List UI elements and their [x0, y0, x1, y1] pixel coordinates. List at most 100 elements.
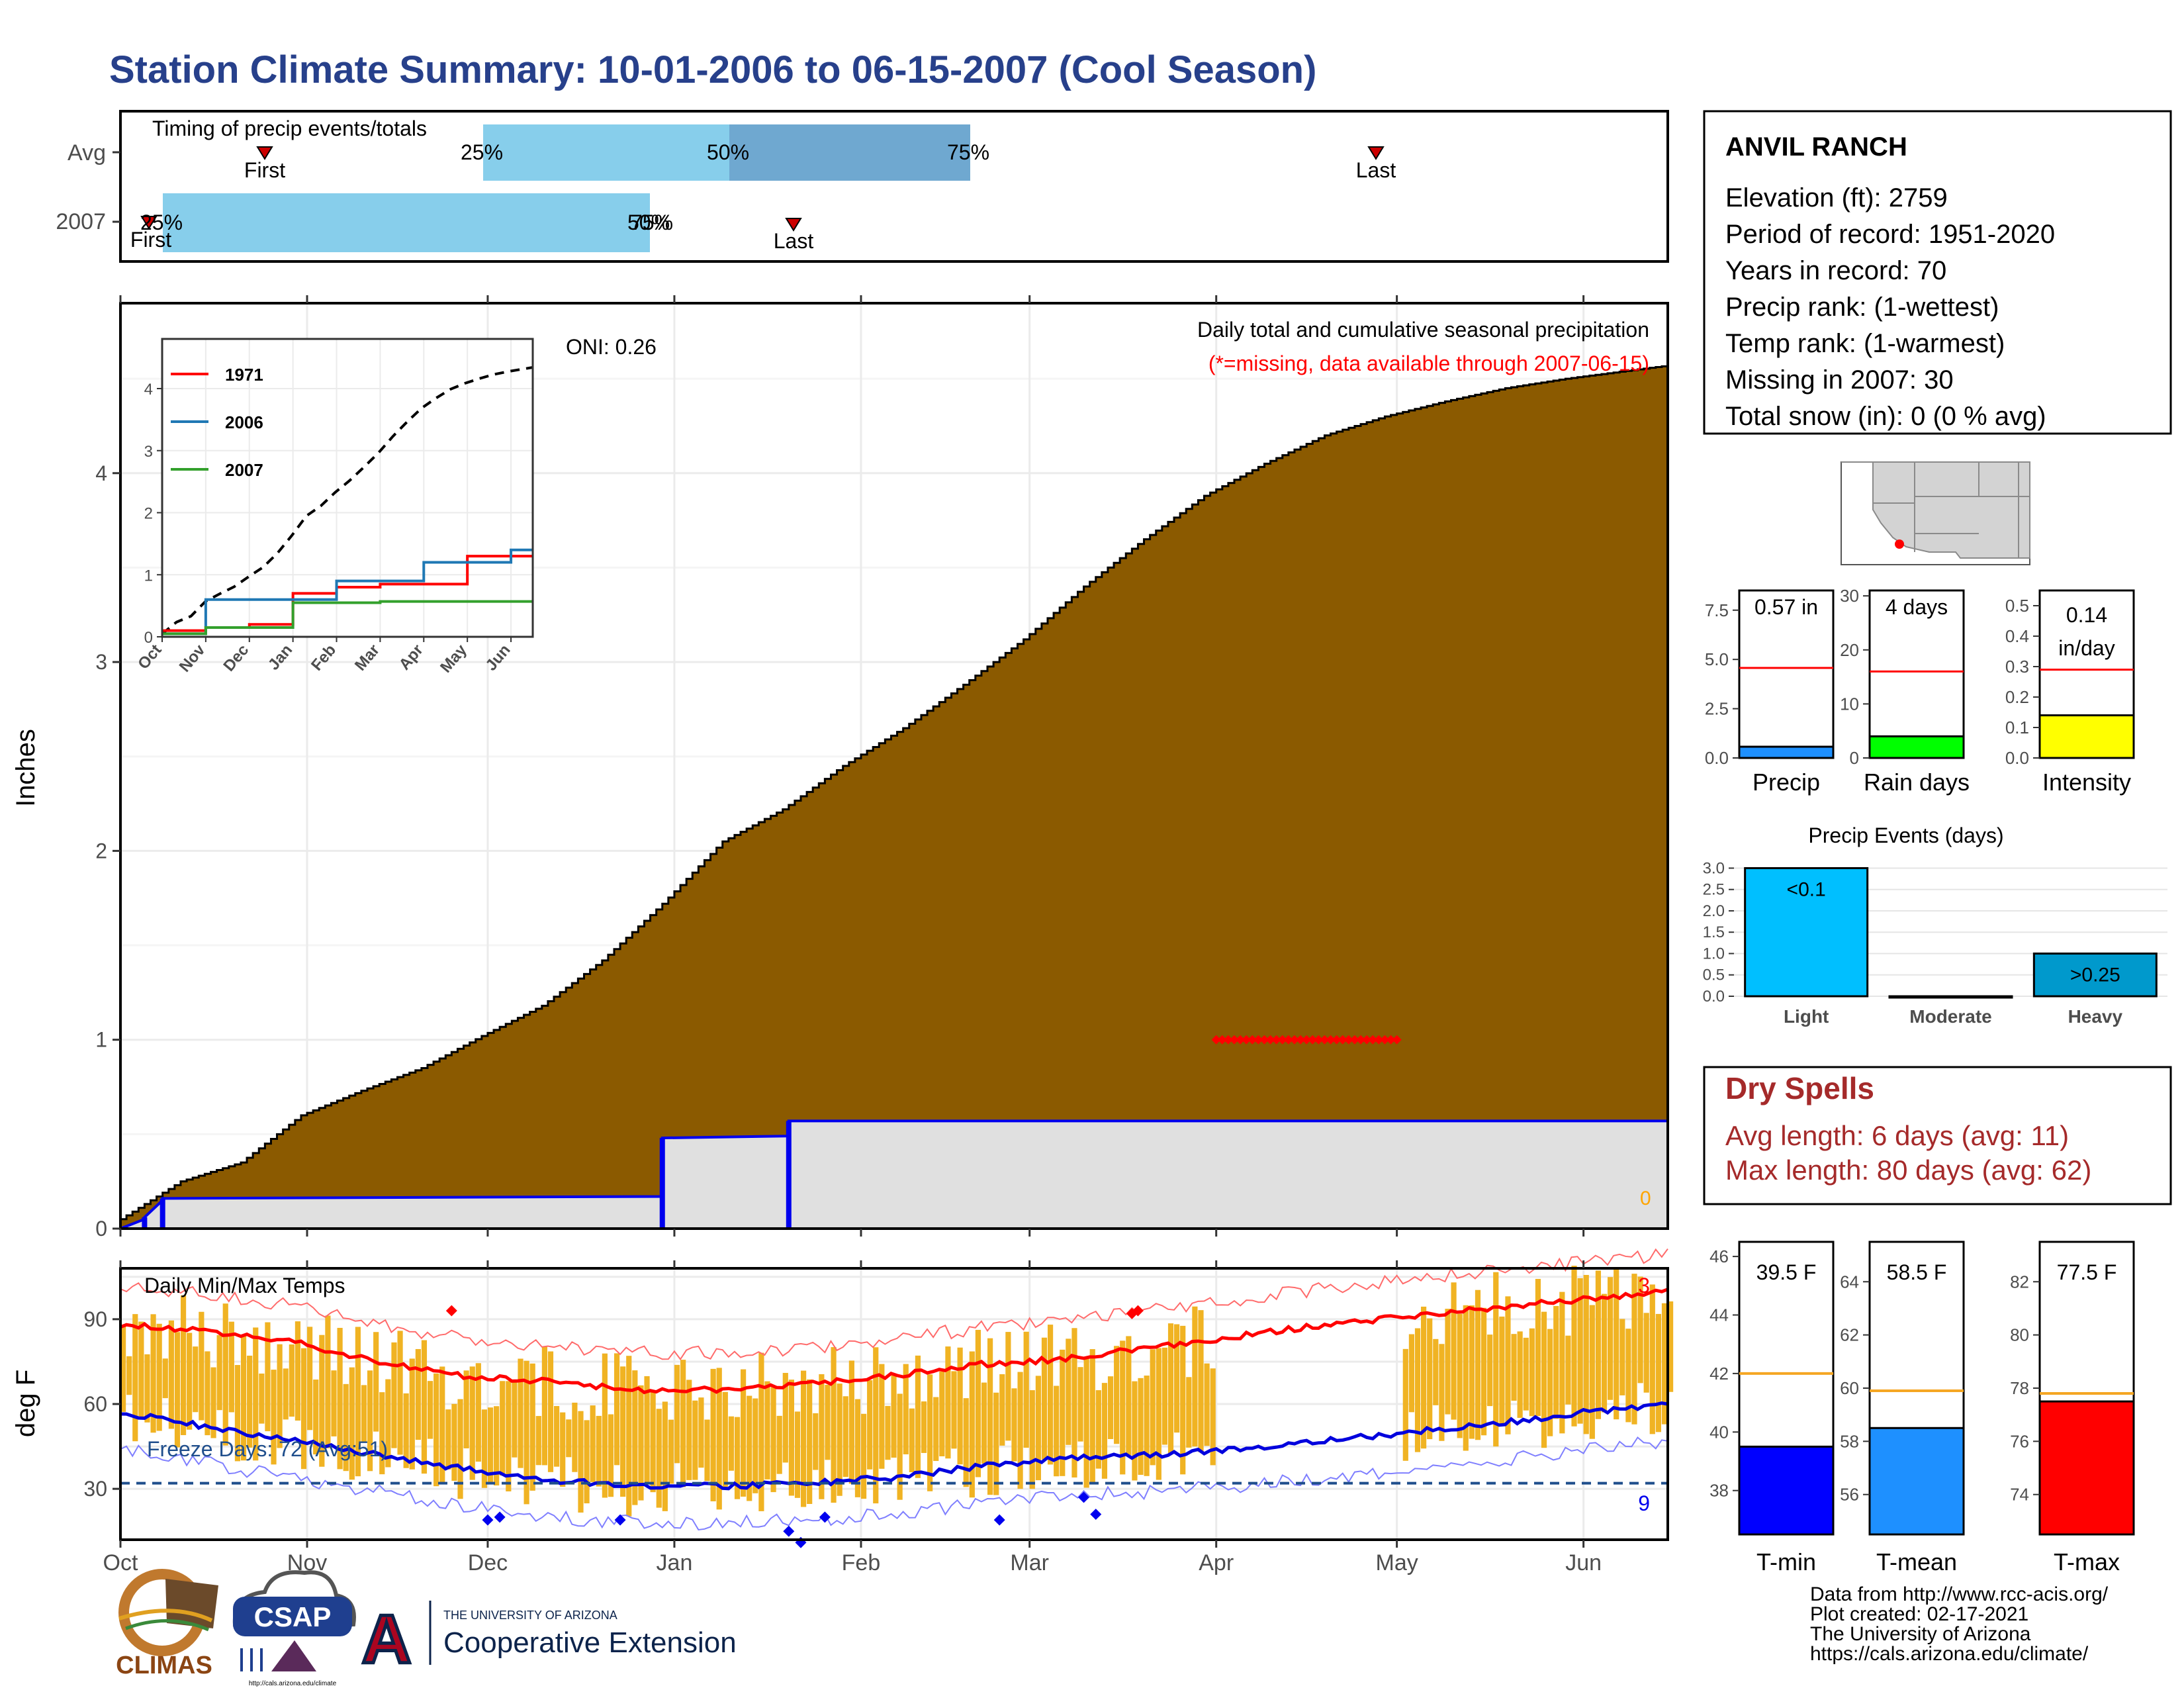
daily-temp-bar: [656, 1409, 662, 1508]
temp-bar-ytick-label: 42: [1709, 1364, 1729, 1383]
daily-temp-bar: [144, 1354, 150, 1423]
season-bar-ytick-label: 0.0: [1705, 748, 1729, 768]
daily-temp-bar: [1408, 1334, 1415, 1413]
daily-temp-bar: [1083, 1358, 1089, 1488]
daily-temp-bar: [1614, 1269, 1619, 1420]
temp-bar-ytick-label: 60: [1840, 1378, 1859, 1398]
season-bar-ytick-label: 5.0: [1705, 649, 1729, 669]
svg-text:CLIMAS: CLIMAS: [116, 1652, 212, 1679]
daily-temp-bar: [325, 1315, 331, 1448]
daily-temp-bar: [1204, 1363, 1210, 1446]
daily-temp-bar: [1541, 1311, 1547, 1448]
daily-temp-bar: [535, 1416, 541, 1466]
month-label: Jan: [657, 1550, 693, 1575]
timing-avg-first-marker: [256, 146, 273, 160]
daily-temp-bar: [560, 1412, 566, 1487]
daily-temp-bar: [716, 1368, 722, 1510]
daily-temp-bar: [891, 1375, 897, 1458]
daily-temp-bar: [1041, 1337, 1048, 1460]
daily-temp-bar: [415, 1348, 421, 1440]
daily-temp-bar: [367, 1370, 373, 1472]
daily-temp-bar: [698, 1397, 704, 1468]
daily-temp-bar: [807, 1379, 813, 1504]
daily-temp-bar: [1023, 1331, 1029, 1448]
daily-temp-bar: [1180, 1325, 1186, 1475]
daily-temp-bar: [1433, 1338, 1439, 1405]
month-label: Apr: [1199, 1550, 1234, 1575]
climas-logo: CLIMAS: [116, 1569, 218, 1679]
daily-temp-bar: [126, 1356, 132, 1395]
daily-temp-bar: [1095, 1390, 1101, 1469]
station-location-dot: [1895, 539, 1904, 549]
daily-temp-bar: [873, 1347, 879, 1504]
season-bar-intensity: [2038, 714, 2135, 759]
daily-temp-bar: [222, 1303, 228, 1446]
timing-row-avg: Avg: [68, 140, 106, 165]
daily-temp-bar: [842, 1396, 848, 1477]
season-bar-ytick-label: 0.4: [2005, 626, 2029, 646]
daily-temp-bar: [915, 1355, 921, 1478]
daily-temp-bar: [867, 1380, 873, 1470]
daily-temp-bar: [1029, 1390, 1035, 1489]
footer-credits: Data from http://www.rcc-acis.org/ Plot …: [1810, 1583, 2109, 1665]
missing-data-marker: [1332, 1035, 1342, 1045]
daily-temp-bar: [373, 1332, 379, 1432]
daily-temp-bar: [1174, 1324, 1180, 1433]
daily-temp-bar: [1655, 1313, 1661, 1432]
daily-temp-bar: [596, 1415, 602, 1487]
daily-temp-bar: [776, 1415, 782, 1474]
daily-temp-bar: [800, 1370, 807, 1507]
daily-temp-bar: [523, 1360, 529, 1505]
daily-temp-bar: [1114, 1346, 1120, 1444]
timing-2007-bar: [163, 193, 650, 252]
season-bar-value: 0.57 in: [1754, 595, 1818, 619]
station-info: ANVIL RANCH Elevation (ft): 2759 Period …: [1703, 110, 2172, 435]
inset-line-2006: [162, 548, 533, 635]
missing-data-marker: [1259, 1035, 1269, 1045]
daily-temp-bar: [1643, 1313, 1649, 1393]
daily-temp-bar: [500, 1381, 506, 1476]
season-bar-ytick-label: 0.3: [2005, 657, 2029, 677]
daily-temp-bar: [921, 1401, 927, 1453]
daily-temp-bar: [1167, 1323, 1174, 1454]
daily-temp-bar: [174, 1332, 181, 1448]
daily-temp-bar: [638, 1385, 644, 1501]
daily-temp-bar: [1577, 1278, 1583, 1424]
daily-temp-bar: [632, 1370, 638, 1505]
daily-temp-bar: [1047, 1325, 1054, 1465]
daily-temp-bar: [1060, 1349, 1066, 1476]
daily-temp-bar: [650, 1392, 656, 1493]
daily-temp-bar: [758, 1352, 764, 1511]
timing-2007-last-label: Last: [774, 229, 814, 253]
daily-temp-bar: [885, 1405, 891, 1460]
timing-2007-first-marker: [140, 216, 158, 230]
daily-temp-bar: [547, 1351, 554, 1472]
daily-temp-bar: [541, 1346, 547, 1466]
daily-temp-bar: [1120, 1340, 1126, 1475]
daily-temp-bar: [602, 1353, 608, 1498]
daily-temp-bar: [1595, 1270, 1602, 1419]
record-max-marker: [445, 1305, 457, 1317]
events-ytick-label: 1.5: [1703, 923, 1725, 941]
inset-legend-label: 2006: [225, 412, 263, 432]
daily-temp-bar: [457, 1399, 463, 1499]
daily-temp-bar: [1054, 1385, 1060, 1477]
daily-temp-bar: [168, 1320, 174, 1429]
record-max-marker: [1132, 1305, 1144, 1317]
precip-missing-note: (*=missing, data available through 2007-…: [1208, 352, 1649, 375]
missing-data-marker: [1320, 1035, 1330, 1045]
daily-temp-bar: [933, 1397, 939, 1462]
temp-record-max-line: [120, 1248, 1668, 1361]
season-bar-value: 0.14: [2066, 603, 2107, 627]
station-name: ANVIL RANCH: [1725, 132, 1907, 162]
temp-avg-min-line: [120, 1401, 1668, 1491]
daily-temp-bar: [1529, 1328, 1535, 1417]
season-temp-bars: 38 40 42 44 46 39.5 F T-min 56 58 60 62 64 58.5 F T-m…: [1709, 1241, 2135, 1575]
daily-temp-bar: [228, 1321, 234, 1413]
daily-temp-bar: [1144, 1376, 1150, 1476]
record-min-marker: [614, 1514, 626, 1526]
daily-temp-bar: [1469, 1305, 1475, 1439]
daily-temp-bar: [903, 1364, 909, 1455]
daily-temp-bar: [728, 1416, 735, 1471]
